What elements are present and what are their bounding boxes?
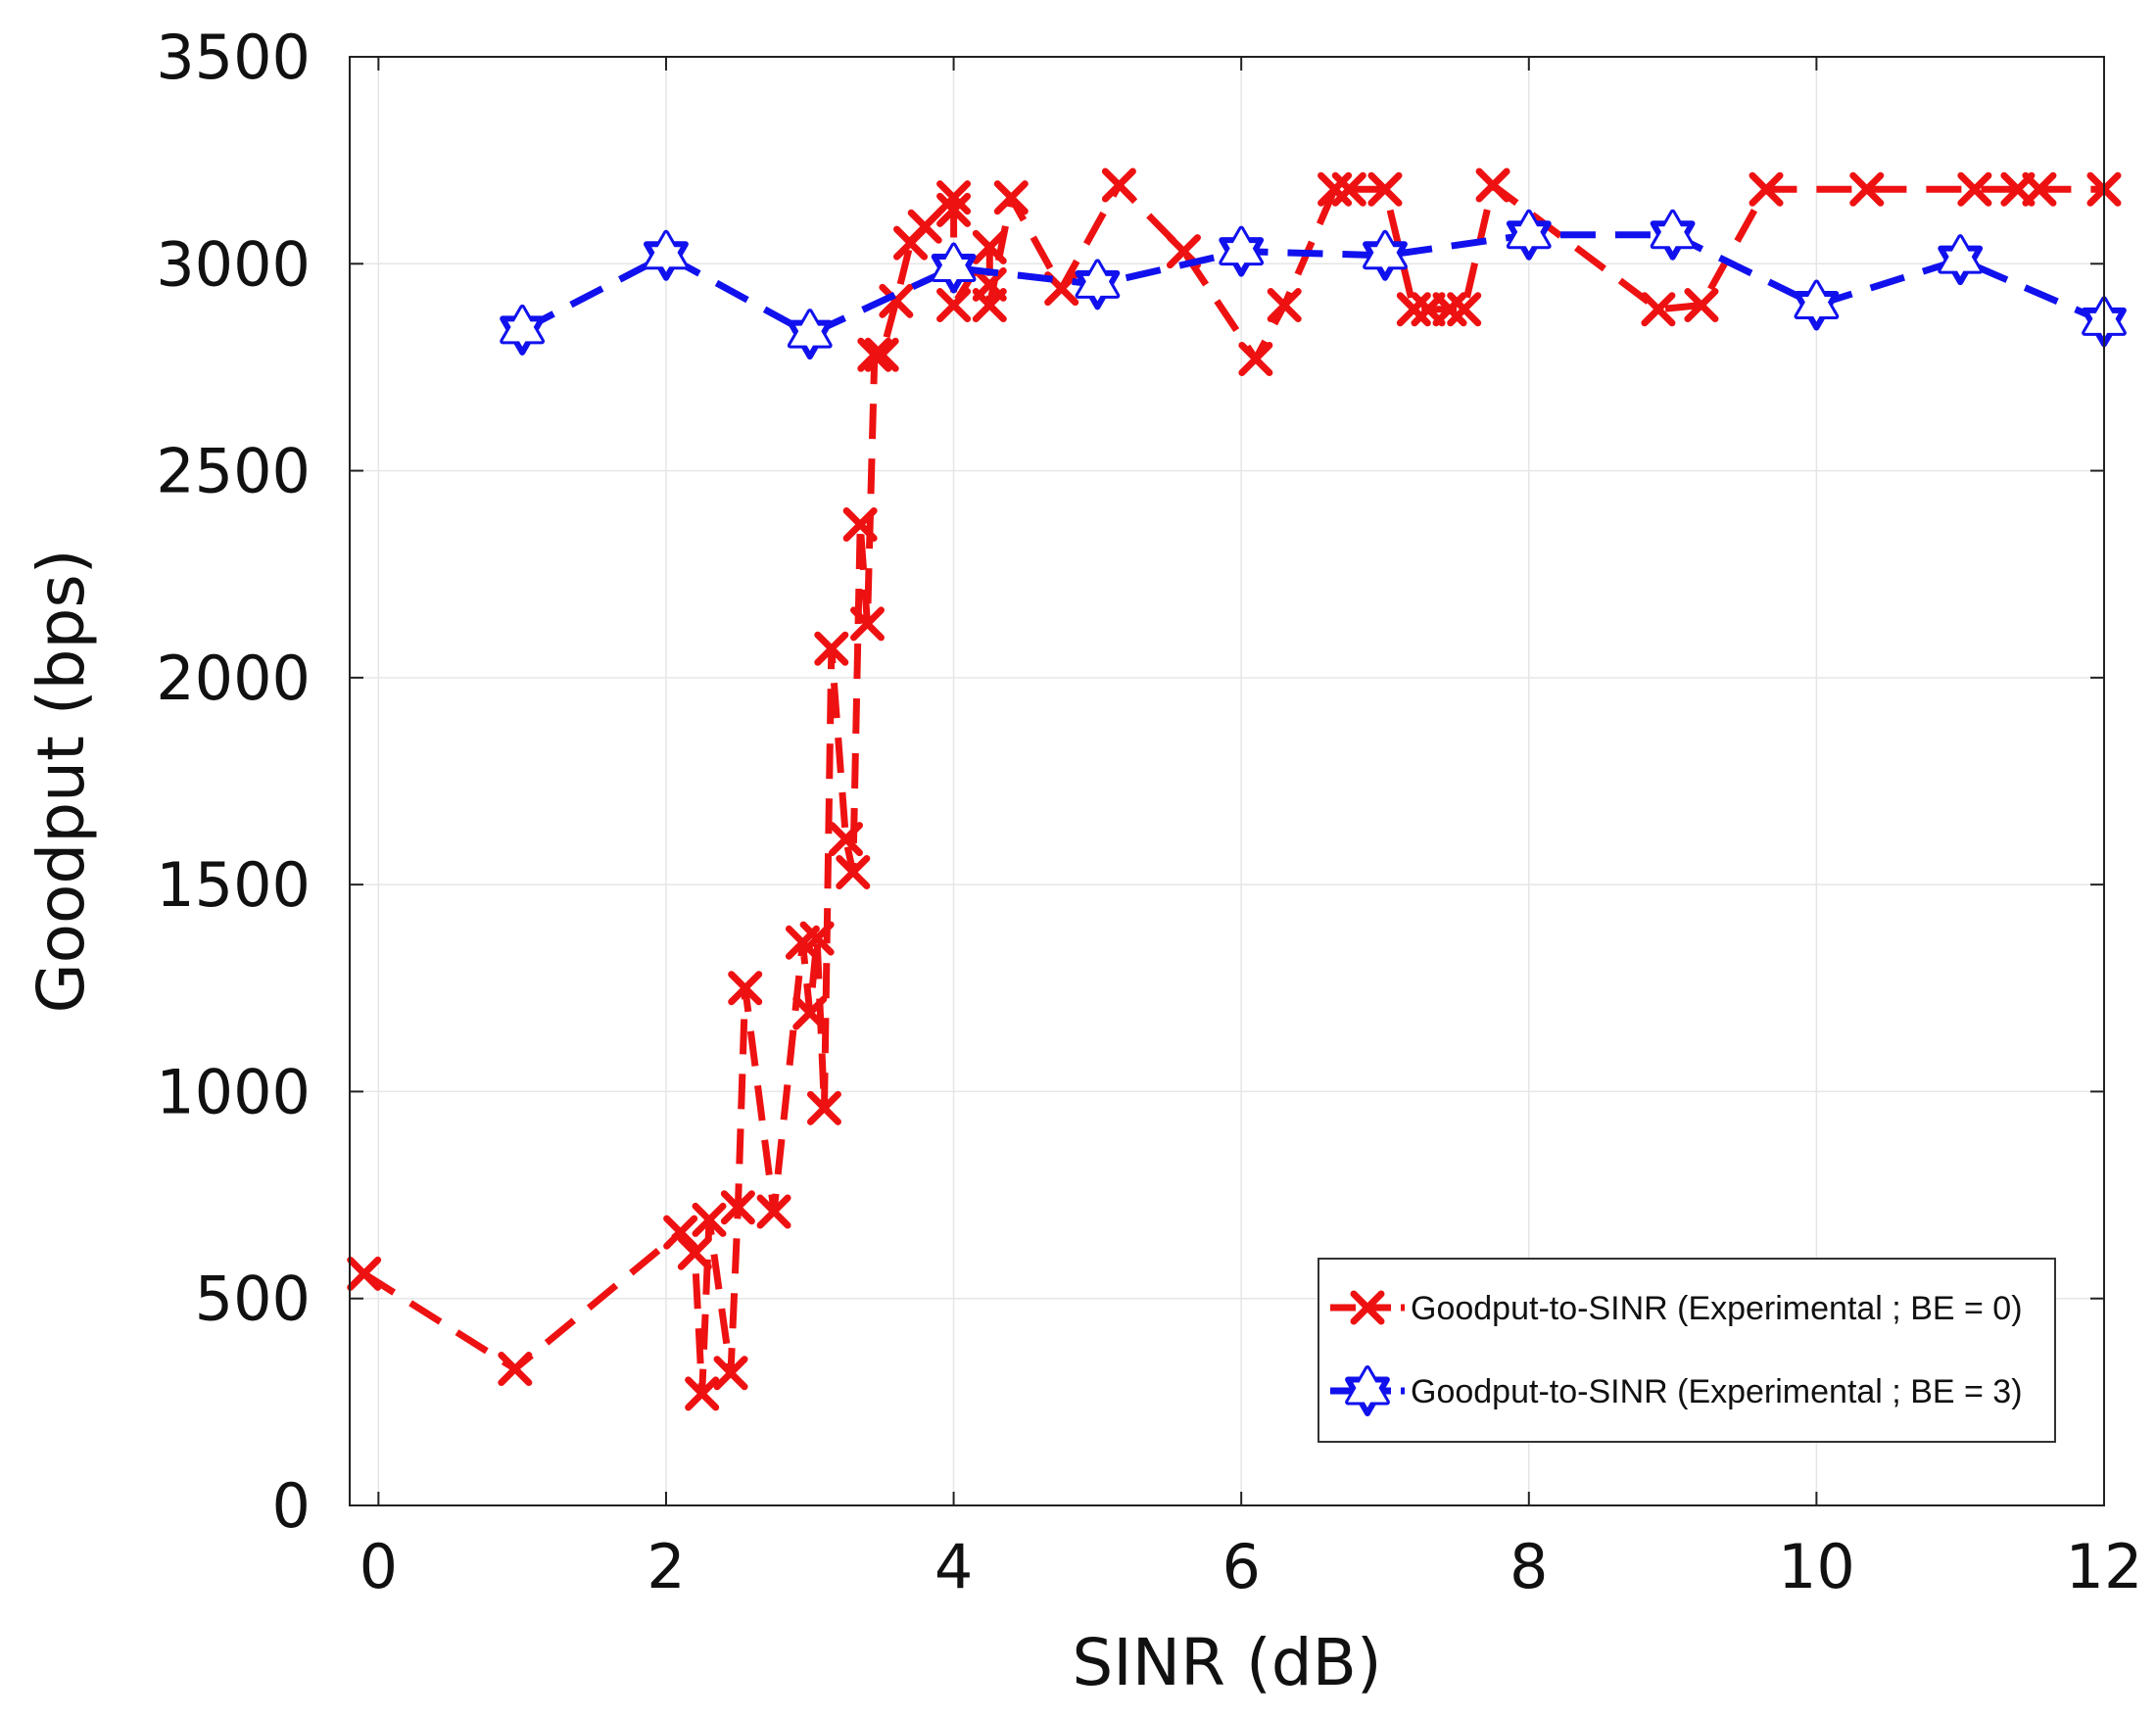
data-point	[993, 180, 1029, 215]
data-point	[498, 1352, 533, 1387]
x-tick-label: 4	[934, 1531, 973, 1602]
legend-label-be3: Goodput-to-SINR (Experimental ; BE = 3)	[1411, 1373, 2023, 1410]
tick-labels: 0 2 4 6 8 10 12 0 500 1000 1500 2000 2500 3000 3500	[156, 22, 2142, 1602]
plot-frame	[349, 56, 2105, 1506]
data-point	[692, 1202, 727, 1237]
data-point	[1331, 171, 1366, 207]
y-tick-label: 3500	[156, 22, 311, 93]
data-point	[1219, 225, 1265, 277]
y-tick-label: 0	[272, 1470, 311, 1542]
data-point	[787, 309, 833, 360]
data-point	[1447, 292, 1482, 327]
data-point	[728, 971, 763, 1006]
y-tick-label: 2500	[156, 436, 311, 507]
series-line	[520, 231, 2106, 338]
legend-label-be0: Goodput-to-SINR (Experimental ; BE = 0)	[1411, 1290, 2023, 1327]
series-line	[361, 181, 2104, 1398]
series-1	[500, 209, 2127, 360]
data-point	[879, 283, 914, 318]
data-point	[907, 209, 942, 244]
data-point	[1849, 171, 1885, 207]
data-point	[1267, 288, 1302, 323]
data-point	[799, 921, 835, 956]
series-0	[347, 167, 2122, 1411]
legend-entry-be3: Goodput-to-SINR (Experimental ; BE = 3)	[1330, 1365, 2023, 1416]
data-point	[685, 1376, 720, 1411]
data-point	[2022, 171, 2057, 207]
data-point	[814, 631, 849, 666]
legend-sample-be0	[1330, 1290, 1405, 1325]
data-point	[1367, 171, 1403, 207]
data-point	[849, 606, 885, 642]
x-tick-label: 10	[1778, 1531, 1855, 1602]
data-point	[644, 229, 689, 281]
data-point	[936, 180, 972, 215]
data-point	[713, 1356, 748, 1391]
y-tick-label: 500	[195, 1264, 311, 1335]
x-axis-label: SINR (dB)	[1072, 1625, 1381, 1700]
data-point	[864, 337, 899, 372]
data-point	[1938, 234, 1984, 286]
data-point	[347, 1256, 382, 1291]
legend: Goodput-to-SINR (Experimental ; BE = 0) …	[1318, 1258, 2056, 1443]
x-tick-label: 0	[359, 1531, 398, 1602]
data-point	[663, 1215, 698, 1250]
y-tick-label: 3000	[156, 228, 311, 300]
data-point	[936, 192, 972, 227]
data-point	[836, 854, 871, 889]
data-point	[1684, 288, 1719, 323]
x-tick-label: 8	[1509, 1531, 1548, 1602]
y-tick-label: 2000	[156, 643, 311, 714]
legend-box	[1318, 1258, 2056, 1443]
data-point	[972, 229, 1007, 264]
data-point	[792, 995, 828, 1030]
data-point	[1075, 259, 1121, 310]
data-point	[500, 304, 546, 356]
data-point	[1794, 279, 1840, 331]
data-point	[720, 1190, 755, 1225]
data-point	[1101, 167, 1136, 203]
tick-marks	[350, 56, 2105, 1506]
data-point	[1650, 209, 1696, 261]
legend-marker	[1345, 1365, 1390, 1416]
y-axis-label: Goodput (bps)	[24, 549, 99, 1013]
data-point	[806, 1090, 841, 1125]
data-point	[842, 507, 878, 543]
data-point	[972, 288, 1007, 323]
data-point	[936, 288, 972, 323]
series-layer	[347, 167, 2127, 1411]
data-point	[857, 337, 892, 372]
data-point	[1363, 229, 1408, 281]
x-tick-label: 6	[1222, 1531, 1260, 1602]
data-point	[1238, 341, 1273, 376]
data-point	[1506, 209, 1552, 261]
data-point	[1641, 292, 1676, 327]
data-point	[677, 1235, 712, 1270]
data-point	[1957, 171, 1992, 207]
data-point	[1749, 171, 1784, 207]
legend-marker	[1350, 1290, 1385, 1325]
y-tick-label: 1000	[156, 1056, 311, 1127]
data-point	[931, 242, 977, 294]
x-tick-label: 12	[2066, 1531, 2143, 1602]
data-point	[1475, 167, 1510, 203]
x-tick-label: 2	[647, 1531, 685, 1602]
legend-entry-be0: Goodput-to-SINR (Experimental ; BE = 0)	[1330, 1290, 2023, 1327]
data-point	[828, 822, 863, 857]
legend-sample-be3	[1330, 1365, 1405, 1416]
y-tick-label: 1500	[156, 849, 311, 921]
data-point	[756, 1194, 791, 1229]
